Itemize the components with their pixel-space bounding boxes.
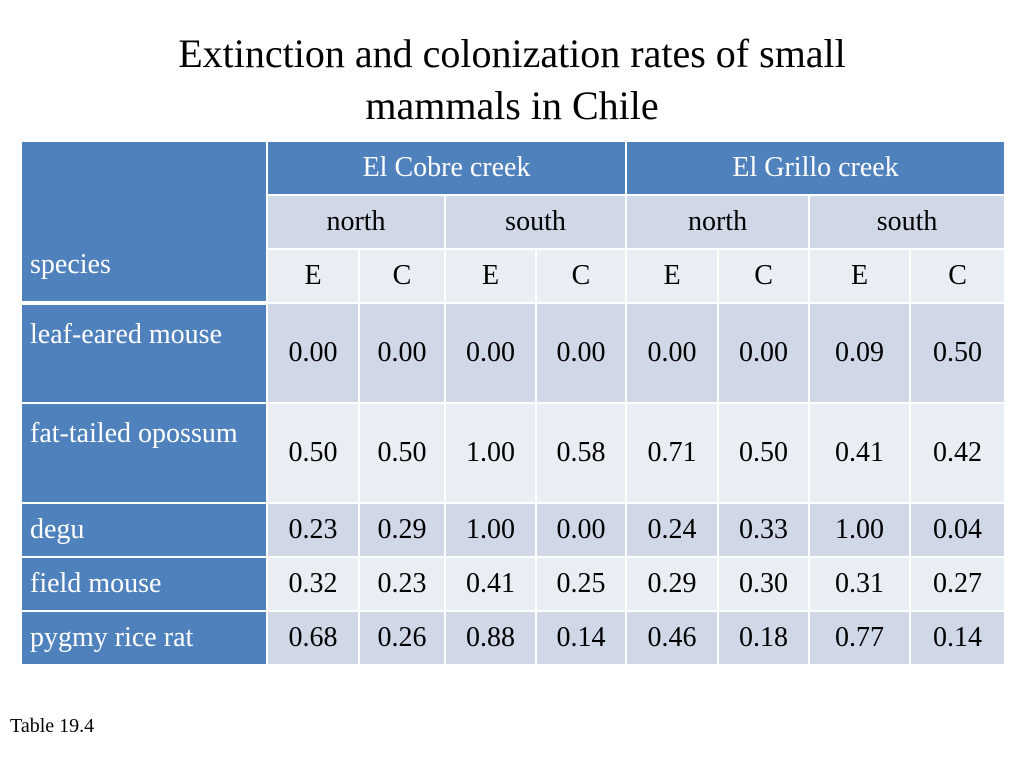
rate-cell: 0.00 <box>358 302 446 404</box>
rate-cell: 0.09 <box>808 302 912 404</box>
rate-cell: 0.42 <box>909 402 1007 504</box>
side-header: south <box>443 194 628 250</box>
rate-cell: 0.41 <box>444 556 537 612</box>
table-row: degu 0.23 0.29 1.00 0.00 0.24 0.33 1.00 … <box>20 502 1007 558</box>
rate-cell: 0.33 <box>717 502 811 558</box>
rate-cell: 0.00 <box>444 302 537 404</box>
measure-header: E <box>444 248 537 304</box>
species-cell: pygmy rice rat <box>20 610 268 666</box>
measure-header: C <box>358 248 446 304</box>
species-cell: leaf-eared mouse <box>20 302 268 404</box>
table-row: leaf-eared mouse 0.00 0.00 0.00 0.00 0.0… <box>20 302 1007 404</box>
rate-cell: 0.04 <box>909 502 1007 558</box>
measure-header: E <box>266 248 360 304</box>
species-cell: degu <box>20 502 268 558</box>
rate-cell: 0.31 <box>808 556 912 612</box>
table-caption: Table 19.4 <box>10 715 95 737</box>
creek-header: El Grillo creek <box>625 140 1007 196</box>
rate-cell: 1.00 <box>808 502 912 558</box>
measure-header: E <box>625 248 720 304</box>
species-cell: fat-tailed opossum <box>20 402 268 504</box>
rate-cell: 0.88 <box>444 610 537 666</box>
rate-cell: 0.50 <box>909 302 1007 404</box>
rates-table: species El Cobre creek El Grillo creek n… <box>20 140 1007 666</box>
slide-title: Extinction and colonization rates of sma… <box>0 28 1024 132</box>
rate-cell: 0.29 <box>625 556 720 612</box>
rate-cell: 0.00 <box>717 302 811 404</box>
rate-cell: 0.32 <box>266 556 360 612</box>
creek-header: El Cobre creek <box>265 140 628 196</box>
rate-cell: 0.77 <box>808 610 912 666</box>
title-line-2: mammals in Chile <box>365 83 659 128</box>
rate-cell: 0.00 <box>266 302 360 404</box>
measure-header: C <box>717 248 811 304</box>
rate-cell: 0.46 <box>625 610 720 666</box>
rate-cell: 0.27 <box>909 556 1007 612</box>
rate-cell: 0.58 <box>534 402 628 504</box>
table-row: pygmy rice rat 0.68 0.26 0.88 0.14 0.46 … <box>20 610 1007 666</box>
rate-cell: 0.68 <box>266 610 360 666</box>
rate-cell: 0.00 <box>625 302 720 404</box>
rate-cell: 1.00 <box>444 502 537 558</box>
rate-cell: 0.29 <box>358 502 446 558</box>
rate-cell: 0.14 <box>534 610 628 666</box>
species-cell: field mouse <box>20 556 268 612</box>
species-column-header: species <box>20 140 268 305</box>
rate-cell: 0.71 <box>625 402 720 504</box>
rate-cell: 0.50 <box>358 402 446 504</box>
side-header: north <box>625 194 811 250</box>
rate-cell: 0.41 <box>808 402 912 504</box>
table-row: field mouse 0.32 0.23 0.41 0.25 0.29 0.3… <box>20 556 1007 612</box>
header-row-side: north south north south <box>21 194 1007 250</box>
side-header: south <box>808 194 1007 250</box>
rate-cell: 0.30 <box>717 556 811 612</box>
rate-cell: 0.25 <box>534 556 628 612</box>
rate-cell: 0.50 <box>266 402 360 504</box>
header-row-creek: species El Cobre creek El Grillo creek <box>20 140 1007 305</box>
rate-cell: 0.18 <box>717 610 811 666</box>
title-line-1: Extinction and colonization rates of sma… <box>178 31 846 76</box>
rate-cell: 0.23 <box>266 502 360 558</box>
table-row: fat-tailed opossum 0.50 0.50 1.00 0.58 0… <box>20 402 1007 504</box>
measure-header: C <box>909 248 1007 304</box>
measure-header: E <box>808 248 912 304</box>
rate-cell: 0.26 <box>358 610 446 666</box>
side-header: north <box>266 194 446 250</box>
rate-cell: 0.00 <box>534 502 628 558</box>
rate-cell: 0.23 <box>358 556 446 612</box>
rate-cell: 0.50 <box>717 402 811 504</box>
rate-cell: 1.00 <box>444 402 537 504</box>
measure-header: C <box>534 248 628 304</box>
rate-cell: 0.14 <box>909 610 1007 666</box>
rate-cell: 0.00 <box>534 302 628 404</box>
rate-cell: 0.24 <box>625 502 720 558</box>
